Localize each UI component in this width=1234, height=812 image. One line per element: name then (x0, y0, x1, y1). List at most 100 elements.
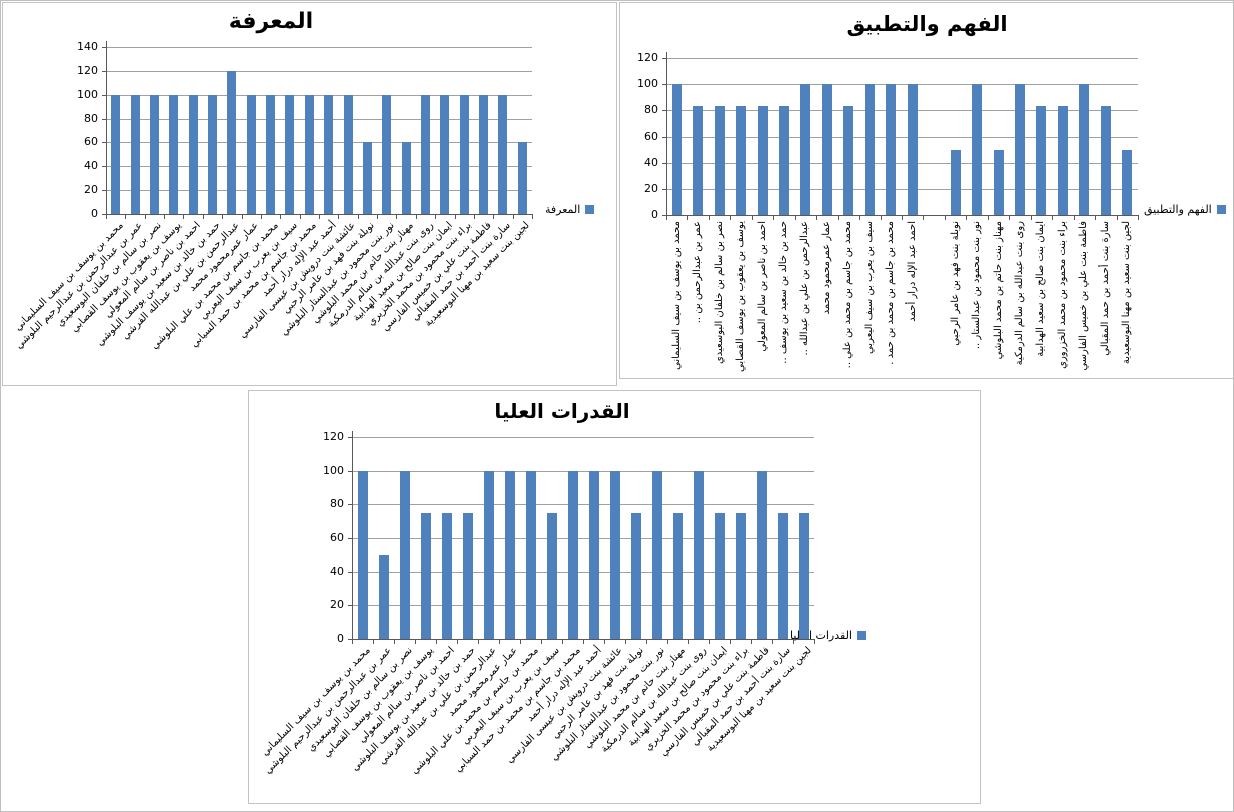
x-axis-tick (145, 215, 146, 219)
x-axis-tick (1117, 216, 1118, 220)
gridline (106, 47, 532, 48)
x-axis-tick (396, 215, 397, 219)
bar (779, 106, 789, 215)
bar (358, 471, 368, 639)
gridline (352, 605, 814, 606)
x-axis-tick (520, 640, 521, 644)
bar (547, 513, 557, 639)
y-axis-label: 80 (330, 497, 344, 510)
bar (568, 471, 578, 639)
bar (479, 95, 488, 214)
bar (379, 555, 389, 639)
y-axis-label: 20 (330, 598, 344, 611)
y-axis-tick (348, 471, 352, 472)
legend: الفهم والتطبيق (1144, 203, 1226, 216)
chart-title: المعرفة (228, 8, 314, 34)
x-axis-tick (377, 215, 378, 219)
x-axis-tick (709, 216, 710, 220)
gridline (106, 142, 532, 143)
bar (344, 95, 353, 214)
x-axis-tick (562, 640, 563, 644)
bar (800, 84, 810, 215)
bar (715, 513, 725, 639)
category-label: نور بنت محمود بن عبدالستار .. (971, 221, 982, 350)
bar (150, 95, 159, 214)
bar (1079, 84, 1089, 215)
x-axis-tick (966, 216, 967, 220)
bar (189, 95, 198, 214)
y-axis-tick (102, 166, 106, 167)
bar (324, 95, 333, 214)
gridline (666, 110, 1138, 111)
y-axis-label: 100 (637, 77, 658, 90)
y-axis-label: 100 (77, 88, 98, 101)
y-axis-label: 0 (337, 632, 344, 645)
y-axis-tick (662, 84, 666, 85)
gridline (352, 437, 814, 438)
y-axis-tick (102, 190, 106, 191)
x-axis (666, 215, 1139, 216)
y-axis-tick (348, 639, 352, 640)
x-axis-tick (604, 640, 605, 644)
y-axis (352, 431, 353, 639)
gridline (106, 166, 532, 167)
category-label: يوسف بن يعقوب بن يوسف القصابي (735, 221, 746, 373)
gridline (666, 58, 1138, 59)
gridline (106, 190, 532, 191)
bar (694, 471, 704, 639)
bar (285, 95, 294, 214)
x-axis-tick (394, 640, 395, 644)
gridline (352, 504, 814, 505)
y-axis-tick (102, 142, 106, 143)
y-axis-tick (102, 71, 106, 72)
bar (1101, 106, 1111, 215)
category-label: براء بنت محمود بن محمد الخزروري (1057, 221, 1068, 369)
chart-title: القدرات العليا (494, 399, 630, 423)
x-axis-tick (1095, 216, 1096, 220)
x-axis-tick (319, 215, 320, 219)
y-axis-label: 140 (77, 40, 98, 53)
y-axis-label: 60 (330, 531, 344, 544)
bar (463, 513, 473, 639)
x-axis-tick (923, 216, 924, 220)
bar (400, 471, 410, 639)
legend-label: الفهم والتطبيق (1144, 203, 1212, 216)
x-axis-tick (106, 215, 107, 219)
bar (610, 471, 620, 639)
bar (526, 471, 536, 639)
category-label: عمر بن عبدالرحمن بن .. (692, 221, 703, 324)
bar (865, 84, 875, 215)
chart-panel-understanding-application[interactable]: الفهم والتطبيق الفهم والتطبيق 0 20 40 60 80 1… (619, 2, 1233, 379)
category-label: سيف بن يعرب بن سيف اليعربي (864, 221, 875, 355)
y-axis-label: 80 (644, 103, 658, 116)
legend-swatch (585, 205, 595, 214)
x-axis-tick (203, 215, 204, 219)
x-axis-tick (1052, 216, 1053, 220)
gridline (666, 137, 1138, 138)
x-axis (352, 639, 815, 640)
x-axis-tick (457, 640, 458, 644)
category-label: احمد عبد الإله درار أحمد (907, 221, 918, 322)
bar (1058, 106, 1068, 215)
y-axis-tick (348, 605, 352, 606)
gridline (352, 572, 814, 573)
x-axis-tick (751, 640, 752, 644)
category-label: نوبلة بنت فهد بن عامر الرحبي (950, 221, 961, 346)
legend-label: المعرفة (545, 203, 581, 216)
chart-panel-knowledge[interactable]: المعرفة المعرفة 0 20 40 60 80 100 120 140 محمد ب… (2, 2, 617, 386)
legend-swatch (1216, 205, 1226, 214)
y-axis-tick (348, 538, 352, 539)
bar (672, 84, 682, 215)
x-axis-tick (164, 215, 165, 219)
bar (693, 106, 703, 215)
y-axis-label: 0 (91, 207, 98, 220)
bar (652, 471, 662, 639)
x-axis-tick (583, 640, 584, 644)
bar (227, 71, 236, 214)
y-axis-label: 40 (644, 156, 658, 169)
chart-panel-higher-abilities[interactable]: القدرات العليا القدرات العليا 0 20 40 60 80 1… (248, 390, 981, 804)
bar (382, 95, 391, 214)
bar (421, 513, 431, 639)
bar (589, 471, 599, 639)
bar (673, 513, 683, 639)
